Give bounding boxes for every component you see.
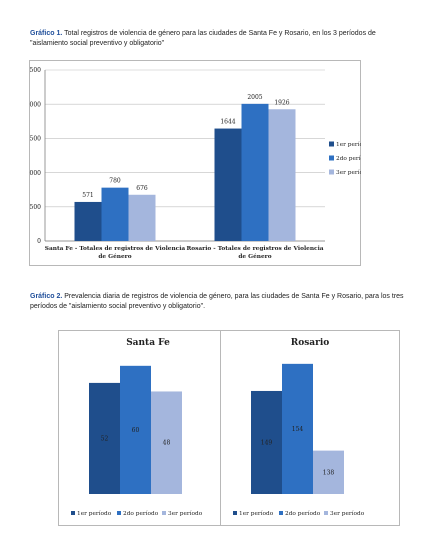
chart1-data-label: 1644: [220, 119, 235, 126]
chart1-bar: [268, 109, 296, 241]
chart2-legend-label: 3er período: [168, 510, 203, 517]
chart1-data-label: 571: [82, 192, 93, 199]
chart1-bar: [241, 103, 269, 241]
chart3-data-label: 154: [292, 426, 304, 433]
chart1-data-label: 1926: [274, 99, 289, 106]
chart1-ytick-label: 0: [37, 238, 41, 245]
chart3-bar: [282, 363, 313, 494]
chart2-title: Santa Fe: [126, 338, 170, 348]
chart1-bar: [214, 128, 242, 241]
chart3-legend-swatch: [324, 511, 328, 515]
chart2-data-label: 52: [101, 435, 109, 442]
chart1-data-label: 676: [136, 185, 148, 192]
chart2-legend-swatch: [117, 511, 121, 515]
chart1-ytick-label: 1500: [29, 136, 41, 143]
chart1-ytick-label: 1000: [29, 170, 41, 177]
chart1-legend-swatch: [329, 155, 334, 161]
chart1-legend-label: 3er período: [336, 169, 361, 176]
chart1-data-label: 2005: [247, 94, 262, 101]
chart1-category-label: Rosario - Totales de registros de Violen…: [186, 246, 323, 252]
chart1-bar: [101, 187, 129, 241]
chart1-data-label: 780: [109, 178, 121, 185]
chart1-legend-swatch: [329, 141, 334, 147]
chart1-legend-label: 1er período: [336, 141, 361, 148]
chart2-bar: [89, 382, 120, 494]
rosario-panel: Rosario 149 154 138 1er período 2do período 3e…: [220, 330, 400, 526]
chart3-bar: [251, 390, 282, 494]
chart2-bar: [120, 365, 151, 494]
chart3-legend-label: 3er período: [330, 510, 365, 517]
chart3-bar: [313, 450, 344, 494]
chart2-legend-swatch: [162, 511, 166, 515]
chart1-caption: Gráfico 1. Total registros de violencia …: [30, 29, 410, 48]
chart2-legend-label: 2do período: [123, 510, 159, 517]
chart3-legend-swatch: [279, 511, 283, 515]
chart1-caption-text: Total registros de violencia de género p…: [30, 30, 376, 47]
chart1-bar: [74, 201, 102, 241]
chart2-legend-label: 1er período: [77, 510, 112, 517]
chart2-caption-label: Gráfico 2.: [30, 293, 63, 300]
chart3-legend-label: 2do período: [285, 510, 321, 517]
chart3-legend-swatch: [233, 511, 237, 515]
chart2-santa-fe: Santa Fe 52 60 48 1er período 2do período 3er …: [71, 338, 203, 517]
chart2-legend-swatch: [71, 511, 75, 515]
chart1-ytick-label: 2000: [29, 101, 41, 108]
chart1-legend-swatch: [329, 169, 334, 175]
chart1-bar: [128, 194, 156, 241]
chart3-data-label: 138: [323, 469, 335, 476]
chart3-rosario: Rosario 149 154 138 1er período 2do período 3e…: [233, 338, 365, 517]
chart3-data-label: 149: [261, 439, 273, 446]
chart3-title: Rosario: [291, 338, 330, 348]
chart2-caption-text: Prevalencia diaria de registros de viole…: [30, 293, 404, 310]
chart1-category-label: de Género: [98, 253, 131, 260]
chart2-bar: [151, 391, 182, 494]
chart1-ytick-label: 500: [30, 204, 42, 211]
chart2-data-label: 48: [163, 440, 171, 447]
chart2-data-label: 60: [132, 427, 140, 434]
chart2-caption: Gráfico 2. Prevalencia diaria de registr…: [30, 292, 410, 311]
chart1-category-label: de Género: [238, 253, 271, 260]
santa-fe-panel: Santa Fe 52 60 48 1er período 2do período 3er …: [58, 330, 238, 526]
chart1-legend-label: 2do período: [336, 155, 361, 162]
chart3-legend-label: 1er período: [239, 510, 274, 517]
chart1-category-label: Santa Fe - Totales de registros de Viole…: [45, 246, 186, 252]
chart1-ytick-label: 2500: [29, 67, 41, 74]
chart1-caption-label: Gráfico 1.: [30, 30, 63, 37]
chart1-total-registros: 0 500 1000 1500 2000 2500 571 780 676 Santa Fe - …: [29, 60, 361, 266]
